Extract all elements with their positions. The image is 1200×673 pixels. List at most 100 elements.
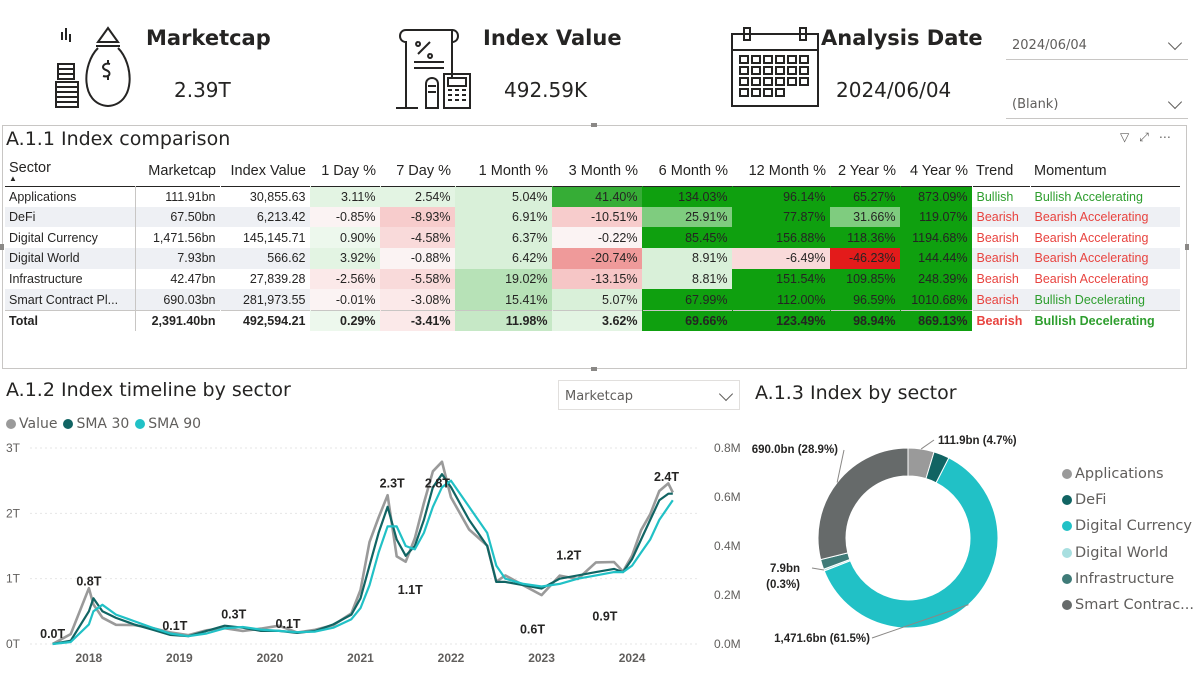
total-row[interactable]: Total 2,391.40bn 492,594.21 0.29% -3.41% 11.9… [5, 309, 1180, 331]
legend-item[interactable]: Smart Contrac... [1062, 597, 1194, 623]
table-cell: Bearish Accelerating [1034, 230, 1149, 245]
table-cell: 0.90% [310, 227, 380, 249]
table-row[interactable]: Digital Currency 1,471.56bn 145,145.71 0.90… [5, 227, 1180, 249]
timeline-chart[interactable]: 0T 1T 2T 3T 0.0M 0.2M 0.4M 0.6M 0.8M 2018 2019 2020… [0, 434, 750, 670]
table-row[interactable]: Smart Contract Pl... 690.03bn 281,973.55 -0… [5, 289, 1180, 311]
column-header[interactable]: 1 Month % [478, 162, 548, 179]
table-cell: 0.29% [310, 309, 380, 331]
table-cell: 1194.68% [900, 227, 972, 249]
filter-icon[interactable]: ▽ [1120, 130, 1130, 144]
table-cell: -10.51% [552, 206, 642, 228]
table-cell: -0.01% [310, 289, 380, 311]
column-header[interactable]: Momentum [1034, 162, 1107, 179]
table-cell: Bullish Accelerating [1034, 189, 1143, 204]
table-cell: Bearish Accelerating [1034, 272, 1149, 287]
table-cell: 119.07% [900, 206, 972, 228]
table-cell: Infrastructure [5, 268, 136, 290]
marketcap-title: Marketcap [146, 26, 271, 50]
table-cell: -5.58% [380, 268, 455, 290]
x-tick-label: 2024 [619, 651, 646, 665]
table-cell: Bearish [972, 309, 1030, 331]
table-cell: 144.44% [900, 248, 972, 269]
y-tick-label: 0T [6, 637, 21, 651]
table-cell: 281,973.55 [220, 289, 310, 311]
table-cell: 2,391.40bn [135, 309, 220, 331]
table-row[interactable]: Applications 111.91bn 30,855.63 3.11% 2.54% 5… [5, 186, 1180, 207]
data-label: 2.4T [654, 470, 679, 484]
timeline-title: A.1.2 Index timeline by sector [6, 379, 291, 401]
table-cell: 69.66% [642, 309, 732, 331]
table-cell: 42.47bn [170, 272, 216, 287]
table-cell: 566.62 [220, 248, 310, 269]
table-row[interactable]: DeFi 67.50bn 6,213.42 -0.85% -8.93% 6.91% -10.… [5, 206, 1180, 228]
data-label: 2.3T [380, 477, 405, 491]
table-cell: 8.81% [642, 268, 732, 290]
legend-value[interactable]: Value [6, 416, 57, 432]
table-cell: 15.41% [455, 289, 552, 311]
slice-label: 690.0bn (28.9%) [752, 444, 838, 456]
leader-line [871, 604, 969, 639]
table-cell: 27,839.28 [249, 272, 306, 287]
table-cell: -13.15% [552, 268, 642, 290]
blank-slicer[interactable]: (Blank) [1006, 89, 1188, 119]
leader-line [811, 567, 824, 571]
column-header[interactable]: 4 Year % [909, 162, 968, 179]
table-cell: 1,471.56bn [152, 230, 216, 245]
series-line-2 [52, 479, 674, 646]
legend-sma30[interactable]: SMA 30 [63, 416, 129, 432]
table-cell: -0.85% [310, 206, 380, 228]
legend-dot [1062, 469, 1072, 479]
table-cell: 3.92% [310, 248, 380, 269]
table-cell: Smart Contract Pl... [5, 289, 136, 311]
calendar-icon [731, 27, 819, 107]
column-header[interactable]: 1 Day % [321, 162, 376, 179]
date-slicer[interactable]: 2024/06/04 [1006, 30, 1188, 60]
blank-slicer-value: (Blank) [1012, 97, 1059, 112]
table-cell: -6.49% [732, 248, 830, 269]
index-value-title: Index Value [483, 26, 622, 50]
x-tick-label: 2020 [257, 651, 284, 665]
table-cell: 869.13% [900, 309, 972, 331]
legend-sma90[interactable]: SMA 90 [135, 416, 201, 432]
table-row[interactable]: Infrastructure 42.47bn 27,839.28 -2.56% -5.5… [5, 268, 1180, 290]
sector-donut-chart[interactable]: 111.9bn (4.7%) 7.9bn (0.3%) 1,471.6bn (61.5… [752, 420, 1057, 670]
data-label: 1.1T [398, 583, 423, 597]
focus-mode-icon[interactable]: ⤢ [1139, 130, 1149, 144]
table-row[interactable]: Digital World 7.93bn 566.62 3.92% -0.88% 6.42… [5, 248, 1180, 269]
table-cell: -8.93% [380, 206, 455, 228]
column-header[interactable]: Trend [976, 162, 1014, 179]
table-cell: 67.50bn [135, 206, 220, 228]
pie-legend: Applications DeFi Digital Currency Digital … [1062, 466, 1194, 623]
legend-dot [1062, 573, 1072, 584]
legend-item[interactable]: Applications [1062, 466, 1194, 492]
column-header[interactable]: 3 Month % [568, 162, 638, 179]
legend-item[interactable]: Digital Currency [1062, 518, 1194, 544]
column-header[interactable]: Index Value [230, 162, 306, 179]
legend-item[interactable]: DeFi [1062, 492, 1194, 518]
table-cell: -2.56% [310, 268, 380, 290]
table-cell: 248.39% [900, 268, 972, 290]
column-header[interactable]: 6 Month % [658, 162, 728, 179]
legend-item[interactable]: Infrastructure [1062, 571, 1194, 597]
column-header[interactable]: 2 Year % [837, 162, 896, 179]
legend-dot [1062, 547, 1072, 558]
chevron-down-icon [1167, 35, 1183, 51]
table-cell: Bullish Decelerating [1030, 309, 1180, 331]
donut-slice [823, 457, 999, 629]
table-cell: 134.03% [642, 186, 732, 207]
column-header[interactable]: Marketcap [148, 162, 216, 179]
legend-item[interactable]: Digital World [1062, 545, 1194, 571]
column-header[interactable]: Sector ▲ [9, 159, 51, 183]
table-cell: 19.02% [455, 268, 552, 290]
y2-tick-label: 0.0M [714, 637, 741, 651]
table-cell: 145,145.71 [242, 230, 306, 245]
table-cell: 111.91bn [165, 189, 216, 204]
column-header[interactable]: 12 Month % [748, 162, 826, 179]
measure-slicer[interactable]: Marketcap [558, 380, 740, 410]
leader-line [836, 449, 845, 483]
column-header[interactable]: 7 Day % [396, 162, 451, 179]
more-options-icon[interactable]: ⋯ [1158, 130, 1171, 144]
table-cell: -4.58% [380, 227, 455, 249]
table-cell: 65.27% [830, 186, 900, 207]
legend-label: Smart Contrac... [1075, 596, 1194, 613]
